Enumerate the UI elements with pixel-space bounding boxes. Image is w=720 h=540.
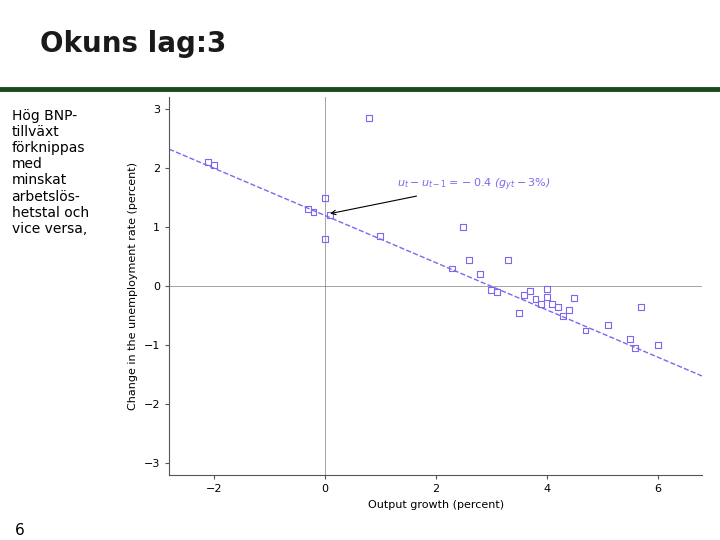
Point [518,291,530,299]
Text: Hög BNP-
tillväxt
förknippas
med
minskat
arbetslös-
hetstal och
vice versa,: Hög BNP- tillväxt förknippas med minskat… [12,109,89,236]
Text: $u_t - u_{t-1} = -0.4$ ($g_{yt} - 3\%$): $u_t - u_{t-1} = -0.4$ ($g_{yt} - 3\%$) [331,177,550,214]
Text: Okuns lag:3: Okuns lag:3 [40,30,226,58]
Point [474,270,486,279]
Point [208,161,220,170]
Point [485,286,497,295]
Y-axis label: Change in the unemployment rate (percent): Change in the unemployment rate (percent… [128,162,138,410]
Point [202,158,214,166]
Point [552,302,564,311]
Point [557,312,569,320]
Point [541,285,552,293]
Point [563,306,575,314]
Point [635,302,647,311]
Point [580,326,591,335]
Point [491,288,503,296]
Point [602,320,613,329]
X-axis label: Output growth (percent): Output growth (percent) [367,500,504,510]
Point [513,308,525,317]
Point [652,341,663,349]
Point [524,287,536,295]
Point [624,335,636,343]
Point [374,232,386,240]
Point [319,235,330,244]
Point [364,113,375,122]
Point [458,223,469,232]
Point [530,295,541,303]
Point [546,300,558,308]
Point [446,264,458,273]
Point [319,193,330,202]
Point [541,293,552,301]
Point [629,344,641,353]
Point [307,208,319,217]
Point [502,255,513,264]
Point [535,300,546,308]
Point [463,255,474,264]
Point [302,205,314,214]
Text: 6: 6 [14,523,24,538]
Point [569,294,580,302]
Point [325,211,336,220]
